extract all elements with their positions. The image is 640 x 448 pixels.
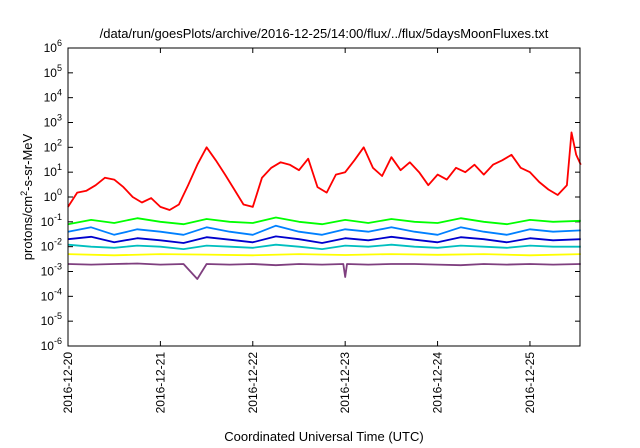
y-tick-exponent: -4	[54, 286, 62, 296]
y-axis-label: protons/cm2-s-sr-MeV	[19, 133, 35, 260]
series-line	[67, 131, 582, 211]
y-tick-base: 10	[41, 215, 55, 229]
y-tick-base: 10	[44, 66, 58, 80]
y-tick-base: 10	[41, 314, 55, 328]
series-group	[67, 131, 582, 280]
y-tick-label: 10-4	[41, 286, 62, 303]
y-tick-base: 10	[44, 116, 58, 130]
plot-frame	[67, 47, 581, 347]
y-tick-exponent: -5	[54, 311, 62, 321]
y-axis-ticks: 10-610-510-410-310-210-11001011021031041…	[41, 38, 580, 353]
x-axis-ticks: 2016-12-20 2016-12-21 2016-12-22 2016-12-23…	[61, 48, 537, 413]
y-axis-label-sup: 2	[19, 191, 29, 196]
y-tick-label: 105	[44, 63, 62, 80]
y-tick-label: 101	[44, 162, 62, 179]
y-tick-exponent: 4	[57, 88, 62, 98]
y-tick-base: 10	[44, 91, 58, 105]
x-tick-label: 2016-12-23	[338, 352, 352, 414]
y-tick-base: 10	[44, 190, 58, 204]
y-tick-base: 10	[44, 165, 58, 179]
y-tick-label: 102	[44, 137, 62, 154]
series-line	[67, 243, 581, 251]
y-tick-exponent: 1	[57, 162, 62, 172]
series-line	[67, 262, 581, 280]
y-tick-label: 10-2	[41, 237, 62, 254]
series-line	[67, 235, 581, 244]
y-axis-label-main: protons/cm	[20, 196, 35, 260]
y-tick-label: 10-3	[41, 262, 62, 279]
y-tick-base: 10	[41, 339, 55, 353]
y-tick-base: 10	[41, 289, 55, 303]
y-tick-exponent: 6	[57, 38, 62, 48]
x-tick-label: 2016-12-24	[431, 352, 445, 414]
y-tick-exponent: -6	[54, 336, 62, 346]
series-line	[67, 224, 581, 236]
x-tick-label: 2016-12-21	[153, 352, 167, 414]
y-tick-exponent: 3	[57, 113, 62, 123]
y-tick-exponent: -1	[54, 212, 62, 222]
x-tick-label: 2016-12-25	[523, 352, 537, 414]
y-tick-label: 100	[44, 187, 62, 204]
y-tick-base: 10	[44, 140, 58, 154]
y-tick-exponent: 5	[57, 63, 62, 73]
y-tick-label: 10-6	[41, 336, 62, 353]
y-tick-label: 104	[44, 88, 62, 105]
y-tick-exponent: -2	[54, 237, 62, 247]
y-tick-base: 10	[44, 41, 58, 55]
y-tick-exponent: -3	[54, 262, 62, 272]
series-line	[67, 253, 581, 257]
y-tick-label: 10-5	[41, 311, 62, 328]
x-axis-label: Coordinated Universal Time (UTC)	[224, 429, 423, 444]
y-tick-label: 10-1	[41, 212, 62, 229]
y-tick-base: 10	[41, 265, 55, 279]
series-line	[67, 216, 581, 226]
y-axis-label-rest: -s-sr-MeV	[20, 133, 35, 190]
y-tick-label: 106	[44, 38, 62, 55]
x-tick-label: 2016-12-20	[61, 352, 75, 414]
y-tick-exponent: 2	[57, 137, 62, 147]
x-tick-label: 2016-12-22	[246, 352, 260, 414]
y-tick-label: 103	[44, 113, 62, 130]
y-tick-base: 10	[41, 240, 55, 254]
chart-title: /data/run/goesPlots/archive/2016-12-25/1…	[100, 26, 549, 41]
y-tick-exponent: 0	[57, 187, 62, 197]
